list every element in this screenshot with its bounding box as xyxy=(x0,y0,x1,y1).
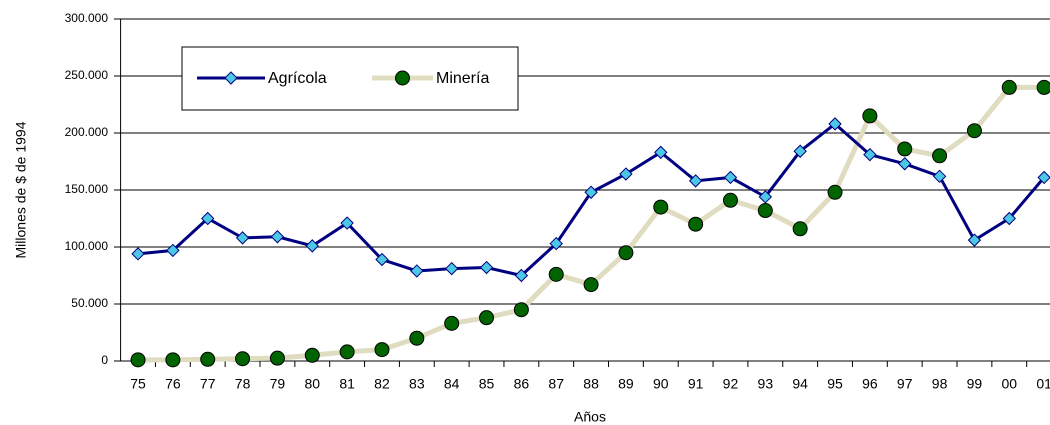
data-point xyxy=(1037,170,1050,185)
x-tick-label: 00 xyxy=(1001,376,1017,392)
data-point xyxy=(200,351,216,367)
series-line xyxy=(138,84,1045,363)
data-point xyxy=(688,216,704,232)
x-tick-label: 91 xyxy=(688,376,704,392)
data-point xyxy=(166,243,180,258)
data-point xyxy=(723,170,738,185)
data-point xyxy=(619,167,633,181)
y-tick-label: 300.000 xyxy=(65,11,109,25)
x-tick-label: 82 xyxy=(374,376,390,392)
data-point xyxy=(514,268,529,283)
x-tick-label: 87 xyxy=(548,376,564,392)
y-tick-label: 250.000 xyxy=(65,68,109,82)
y-tick-label: 0 xyxy=(101,353,108,367)
data-point xyxy=(304,347,320,363)
data-point xyxy=(479,310,495,326)
x-tick-label: 85 xyxy=(479,376,495,392)
y-axis-title: Millones de $ de 1994 xyxy=(13,121,29,258)
data-point xyxy=(862,108,878,124)
data-point xyxy=(828,117,842,131)
data-point xyxy=(269,350,285,366)
data-point xyxy=(513,302,529,318)
y-tick-label: 50.000 xyxy=(71,296,108,310)
data-point xyxy=(722,192,738,208)
data-point xyxy=(235,351,251,367)
y-tick-label: 100.000 xyxy=(65,239,109,253)
data-point xyxy=(270,230,285,244)
x-tick-label: 93 xyxy=(758,376,774,392)
data-point xyxy=(165,352,181,368)
data-point xyxy=(444,261,459,276)
data-point xyxy=(898,157,912,171)
data-point xyxy=(340,216,354,230)
legend-label: Minería xyxy=(436,70,489,87)
data-point xyxy=(932,169,947,184)
data-point xyxy=(583,277,599,293)
x-tick-label: 79 xyxy=(270,376,286,392)
data-point xyxy=(758,190,773,204)
data-point xyxy=(410,264,424,278)
legend-label: Agrícola xyxy=(268,70,327,87)
x-tick-label: 88 xyxy=(583,376,599,392)
x-tick-label: 78 xyxy=(235,376,251,392)
data-point xyxy=(618,245,634,261)
data-point xyxy=(479,260,494,275)
data-point xyxy=(305,239,319,253)
x-tick-label: 86 xyxy=(514,376,530,392)
data-point xyxy=(235,231,250,245)
x-tick-label: 90 xyxy=(653,376,669,392)
x-tick-label: 97 xyxy=(897,376,913,392)
x-tick-label: 92 xyxy=(723,376,739,392)
x-tick-label: 95 xyxy=(827,376,843,392)
x-axis-title: Años xyxy=(574,409,606,425)
data-point xyxy=(654,145,668,160)
data-point xyxy=(653,199,669,215)
data-point xyxy=(584,185,598,199)
data-point xyxy=(549,236,563,251)
data-point xyxy=(201,211,215,226)
data-point xyxy=(1036,79,1050,95)
data-point xyxy=(1002,211,1016,226)
data-point xyxy=(374,342,390,358)
x-tick-label: 77 xyxy=(200,376,216,392)
data-point xyxy=(967,233,982,247)
data-point xyxy=(897,141,913,157)
data-point xyxy=(409,330,425,346)
x-tick-label: 84 xyxy=(444,376,460,392)
data-point xyxy=(130,352,146,368)
x-tick-label: 89 xyxy=(618,376,634,392)
x-tick-label: 98 xyxy=(932,376,948,392)
x-tick-label: 83 xyxy=(409,376,425,392)
x-tick-label: 94 xyxy=(792,376,808,392)
data-point xyxy=(1001,79,1017,95)
data-point xyxy=(966,123,982,139)
x-tick-label: 01 xyxy=(1036,376,1050,392)
data-point xyxy=(131,247,145,261)
x-tick-label: 99 xyxy=(967,376,983,392)
data-point xyxy=(827,184,843,200)
data-point xyxy=(792,221,808,237)
legend-marker xyxy=(395,70,410,86)
legend-marker xyxy=(224,71,238,85)
data-point xyxy=(863,147,877,162)
data-point xyxy=(757,203,773,219)
data-point xyxy=(688,174,703,188)
data-point xyxy=(932,148,948,164)
x-tick-label: 96 xyxy=(862,376,878,392)
data-point xyxy=(548,266,564,282)
data-point xyxy=(375,252,389,267)
x-tick-label: 80 xyxy=(304,376,320,392)
y-tick-label: 200.000 xyxy=(65,125,109,139)
y-tick-label: 150.000 xyxy=(65,182,109,196)
x-tick-label: 76 xyxy=(165,376,181,392)
x-tick-label: 75 xyxy=(130,376,146,392)
data-point xyxy=(793,144,807,158)
x-tick-label: 81 xyxy=(339,376,355,392)
data-point xyxy=(339,344,355,360)
data-point xyxy=(444,315,460,331)
